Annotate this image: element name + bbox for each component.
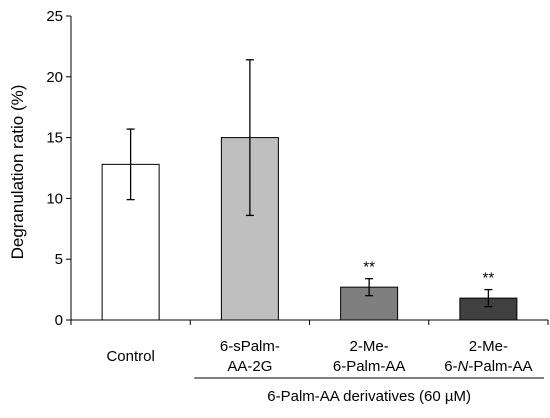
significance-layer: ** **: [363, 259, 494, 287]
y-axis-title: Degranulation ratio (%): [8, 85, 27, 260]
x-axis: [70, 319, 549, 325]
significance-marker: **: [363, 259, 375, 276]
y-tick-label: 15: [46, 130, 63, 147]
y-tick-label: 25: [46, 8, 63, 25]
category-label: 2-Me-: [469, 338, 508, 355]
y-tick-label: 5: [55, 251, 63, 268]
y-tick-label: 10: [46, 190, 63, 207]
category-labels-layer: Control 6-sPalm- AA-2G 2-Me- 6-Palm-AA 2-Me- 6…: [106, 338, 532, 375]
significance-marker: **: [483, 270, 495, 287]
error-bars-layer: [126, 59, 493, 308]
group-label: 6-Palm-AA derivatives (60 µM): [267, 388, 471, 405]
y-tick-label: 20: [46, 69, 63, 86]
category-label: Control: [106, 348, 154, 365]
y-axis: 0 5 10 15 20 25: [46, 8, 72, 329]
category-label: AA-2G: [227, 358, 272, 375]
category-label: 6-sPalm-: [220, 338, 280, 355]
category-label: 6-N-Palm-AA: [444, 358, 532, 375]
bars-layer: [101, 137, 518, 321]
category-label: 2-Me-: [350, 338, 389, 355]
y-tick-label: 0: [55, 312, 63, 329]
category-label: 6-Palm-AA: [333, 358, 406, 375]
